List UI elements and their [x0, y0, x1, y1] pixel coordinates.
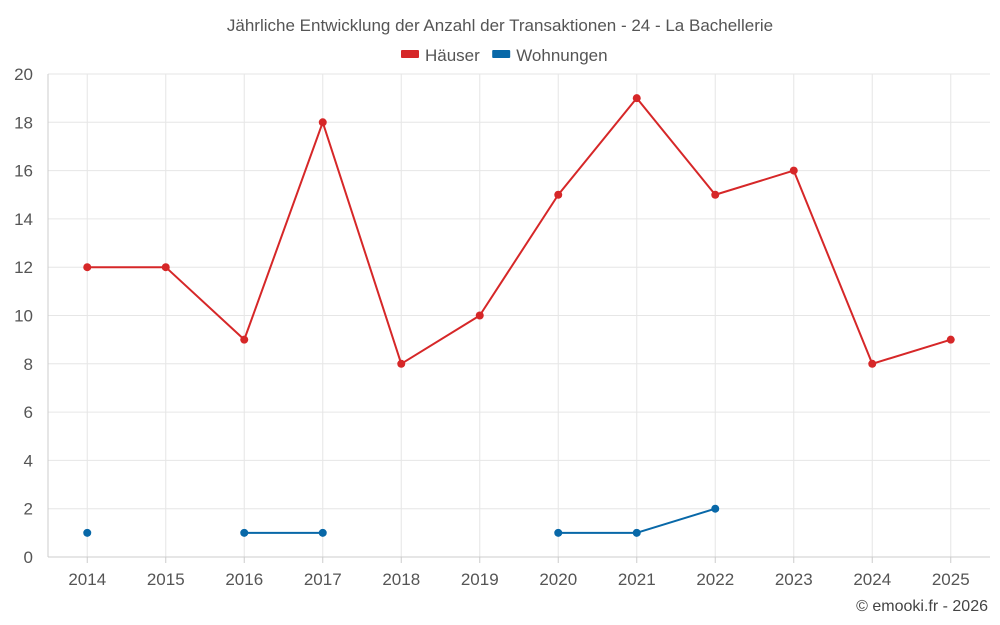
y-tick-label: 2 [24, 500, 33, 519]
series-line-segment [478, 193, 560, 317]
legend-item[interactable]: Häuser [401, 46, 480, 65]
legend: Häuser Wohnungen [401, 46, 608, 65]
y-tick-label: 4 [24, 451, 33, 470]
x-tick-label: 2021 [618, 570, 656, 589]
x-tick-label: 2023 [775, 570, 813, 589]
y-tick-label: 12 [14, 258, 33, 277]
y-tick-label: 20 [14, 65, 33, 84]
data-point[interactable] [946, 335, 955, 344]
y-tick-label: 10 [14, 307, 33, 326]
data-point[interactable] [554, 528, 563, 537]
data-point[interactable] [240, 528, 249, 537]
series-wohnungen [83, 504, 720, 537]
data-point[interactable] [711, 504, 720, 513]
x-tick-label: 2024 [853, 570, 891, 589]
data-point[interactable] [632, 94, 641, 103]
legend-swatch [492, 50, 511, 58]
legend-swatch [401, 50, 419, 58]
y-tick-label: 6 [24, 403, 33, 422]
x-tick-label: 2022 [696, 570, 734, 589]
data-point[interactable] [318, 528, 327, 537]
series-line-segment [792, 169, 874, 365]
legend-label: Häuser [425, 46, 480, 65]
series-line-segment [635, 97, 717, 196]
data-point[interactable] [475, 311, 484, 320]
data-point[interactable] [711, 190, 720, 199]
data-point[interactable] [632, 528, 641, 537]
data-point[interactable] [868, 359, 877, 368]
data-point[interactable] [318, 118, 327, 127]
x-tick-label: 2014 [68, 570, 106, 589]
x-tick-label: 2015 [147, 570, 185, 589]
x-tick-label: 2017 [304, 570, 342, 589]
data-point[interactable] [240, 335, 249, 344]
data-point[interactable] [789, 166, 798, 175]
y-tick-label: 16 [14, 162, 33, 181]
grid [48, 73, 990, 558]
legend-item[interactable]: Wohnungen [492, 46, 608, 65]
x-tick-label: 2019 [461, 570, 499, 589]
y-tick-label: 14 [14, 210, 33, 229]
legend-label: Wohnungen [516, 46, 607, 65]
y-tick-label: 0 [24, 548, 33, 567]
series-haeuser [83, 94, 955, 368]
series-line-segment [400, 314, 481, 365]
x-tick-label: 2025 [932, 570, 970, 589]
series-line-segment [164, 266, 246, 341]
x-tick-label: 2018 [382, 570, 420, 589]
credit-text: © emooki.fr - 2026 [856, 598, 988, 615]
x-tick-label: 2020 [539, 570, 577, 589]
x-tick-label: 2016 [225, 570, 263, 589]
y-tick-label: 8 [24, 355, 33, 374]
series-line-segment [871, 338, 952, 365]
chart-title: Jährliche Entwicklung der Anzahl der Tra… [227, 16, 773, 35]
data-point[interactable] [554, 190, 563, 199]
series-line-segment [321, 121, 403, 365]
axes: 0 2 4 6 8 10 12 14 16 18 20 2014 2015 2016 2017 2018 201… [14, 65, 990, 589]
series-line-segment [635, 507, 717, 534]
data-point[interactable] [83, 263, 92, 272]
series-line-segment [557, 97, 638, 196]
data-point[interactable] [161, 263, 170, 272]
y-tick-label: 18 [14, 113, 33, 132]
data-point[interactable] [83, 528, 92, 537]
series-layer [83, 94, 955, 537]
series-line-segment [243, 121, 324, 341]
data-point[interactable] [397, 359, 406, 368]
series-line-segment [714, 169, 795, 196]
